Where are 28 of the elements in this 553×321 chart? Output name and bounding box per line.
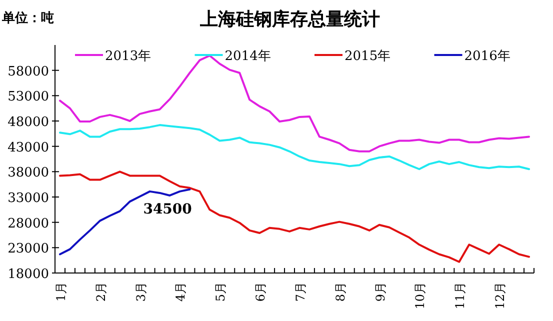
- legend-label: 2013年: [105, 49, 152, 64]
- legend-label: 2014年: [224, 49, 271, 64]
- y-tick-label: 43000: [8, 140, 49, 156]
- y-tick-label: 28000: [8, 216, 49, 232]
- chart-title: 上海硅钢库存总量统计: [199, 9, 380, 30]
- x-tick-label: 7月: [293, 282, 308, 302]
- x-tick-label: 12月: [493, 282, 508, 310]
- y-tick-label: 18000: [8, 267, 49, 282]
- legend-label: 2016年: [464, 49, 510, 64]
- x-tick-label: 9月: [373, 282, 388, 302]
- x-tick-label: 8月: [333, 282, 348, 302]
- y-tick-label: 48000: [8, 115, 49, 130]
- x-tick-label: 10月: [413, 282, 428, 310]
- legend-label: 2015年: [344, 49, 391, 64]
- x-tick-label: 4月: [174, 282, 188, 302]
- annotation: 34500: [143, 201, 192, 218]
- x-tick-label: 6月: [254, 282, 268, 302]
- y-tick-label: 23000: [8, 242, 49, 257]
- y-tick-label: 33000: [8, 191, 49, 206]
- y-tick-label: 38000: [8, 166, 49, 181]
- x-tick-label: 11月: [453, 282, 468, 310]
- y-axis-title: 单位：吨: [1, 10, 54, 26]
- x-tick-label: 2月: [94, 282, 108, 302]
- y-tick-label: 53000: [8, 90, 49, 105]
- x-tick-label: 1月: [54, 282, 68, 302]
- y-tick-label: 58000: [8, 64, 49, 80]
- x-tick-label: 5月: [214, 282, 228, 302]
- x-tick-label: 3月: [134, 282, 148, 302]
